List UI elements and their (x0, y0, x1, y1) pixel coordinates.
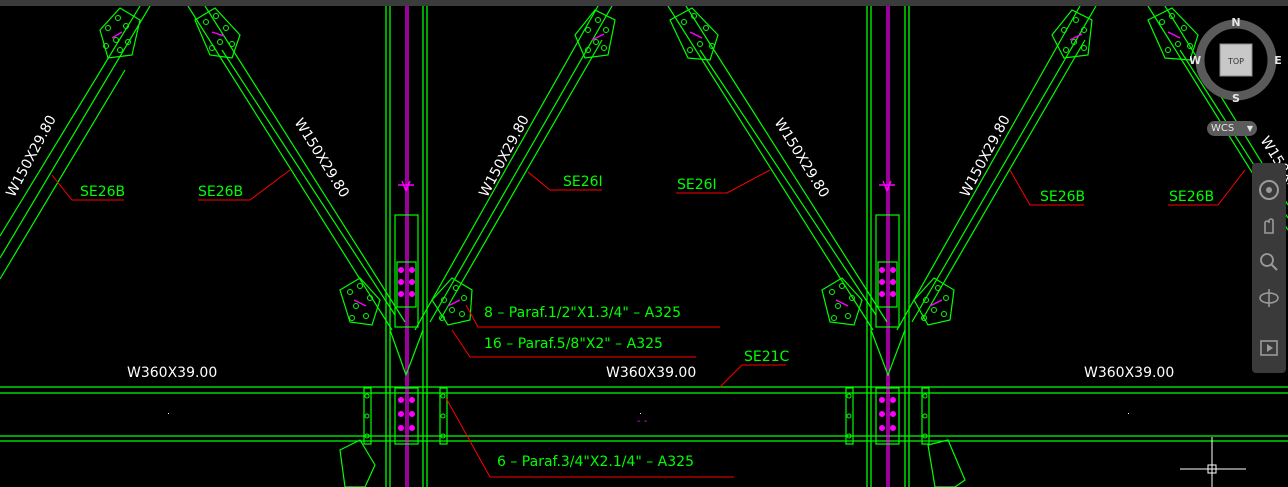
diag-label-3: W150X29.80 (476, 113, 532, 200)
full-navigation-wheel-icon[interactable] (1256, 177, 1282, 203)
column-right[interactable] (866, 6, 910, 487)
beam-label-mid: W360X39.00 (606, 365, 696, 381)
bolt-groups (103, 13, 1193, 321)
main-beam[interactable] (0, 386, 1288, 442)
viewcube-compass-ring[interactable] (1195, 19, 1277, 101)
showmotion-icon[interactable] (1256, 335, 1282, 361)
beam-label-right: W360X39.00 (1084, 365, 1174, 381)
bolt-note-3: 6 – Paraf.3/4"X2.1/4" – A325 (497, 454, 694, 470)
compass-north[interactable]: N (1231, 16, 1240, 29)
bolt-notes: 8 – Paraf.1/2"X1.3/4" – A325 16 – Paraf.… (484, 305, 694, 470)
navigation-bar[interactable] (1252, 163, 1286, 373)
piece-mark-1: SE26B (80, 184, 125, 200)
diagonal-braces[interactable] (0, 6, 1288, 331)
beam-size-labels: W360X39.00 W360X39.00 W360X39.00 (127, 365, 1174, 381)
viewcube-top-face[interactable] (1219, 43, 1253, 77)
bolt-note-1: 8 – Paraf.1/2"X1.3/4" – A325 (484, 305, 681, 321)
column-markers (398, 180, 895, 193)
wcs-label: WCS (1211, 123, 1235, 134)
piece-mark-beam: SE21C (744, 349, 790, 365)
diag-label-5: W150X29.80 (957, 113, 1013, 200)
piece-mark-4: SE26I (677, 177, 717, 193)
wcs-menu[interactable]: WCS ▼ (1207, 121, 1257, 136)
bolt-note-2: 16 – Paraf.5/8"X2" – A325 (484, 336, 663, 352)
gusset-plate[interactable] (99, 7, 1199, 487)
viewcube[interactable]: TOP N S E W (1189, 14, 1282, 106)
drawing-canvas[interactable]: - - (0, 6, 1288, 487)
viewcube-face-label: TOP (1227, 57, 1244, 66)
piece-mark-2: SE26B (198, 184, 243, 200)
piece-mark-labels: SE26B SE26B SE26I SE26I SE26B SE26B SE21… (80, 174, 1214, 365)
endplate-bolts (364, 393, 928, 439)
piece-mark-5: SE26B (1040, 189, 1085, 205)
chevron-down-icon: ▼ (1246, 124, 1253, 133)
crosshair-cursor (1180, 437, 1246, 487)
weld-marks (111, 31, 1181, 307)
beam-reference-dots (168, 413, 1129, 414)
pan-icon[interactable] (1256, 213, 1282, 239)
compass-west[interactable]: W (1189, 54, 1201, 67)
connection-right[interactable] (845, 214, 930, 445)
diag-label-2: W150X29.80 (291, 116, 352, 201)
connection-bolts-magenta (398, 267, 896, 431)
piece-mark-3: SE26I (563, 174, 603, 190)
diagonal-size-labels: W150X29.80 W150X29.80 W150X29.80 W150X29… (3, 113, 1288, 219)
compass-south[interactable]: S (1232, 92, 1240, 105)
svg-text:- -: - - (637, 416, 648, 427)
piece-mark-6: SE26B (1169, 189, 1214, 205)
zoom-icon[interactable] (1256, 249, 1282, 275)
diag-label-1: W150X29.80 (3, 113, 59, 200)
compass-east[interactable]: E (1274, 54, 1282, 67)
orbit-icon[interactable] (1256, 285, 1282, 311)
column-left[interactable] (385, 6, 428, 487)
column-centerlines (405, 6, 890, 487)
beam-label-left: W360X39.00 (127, 365, 217, 381)
connection-left[interactable] (363, 214, 448, 445)
drawing-area-top-edge (0, 0, 1288, 6)
leader-lines (51, 169, 1246, 478)
